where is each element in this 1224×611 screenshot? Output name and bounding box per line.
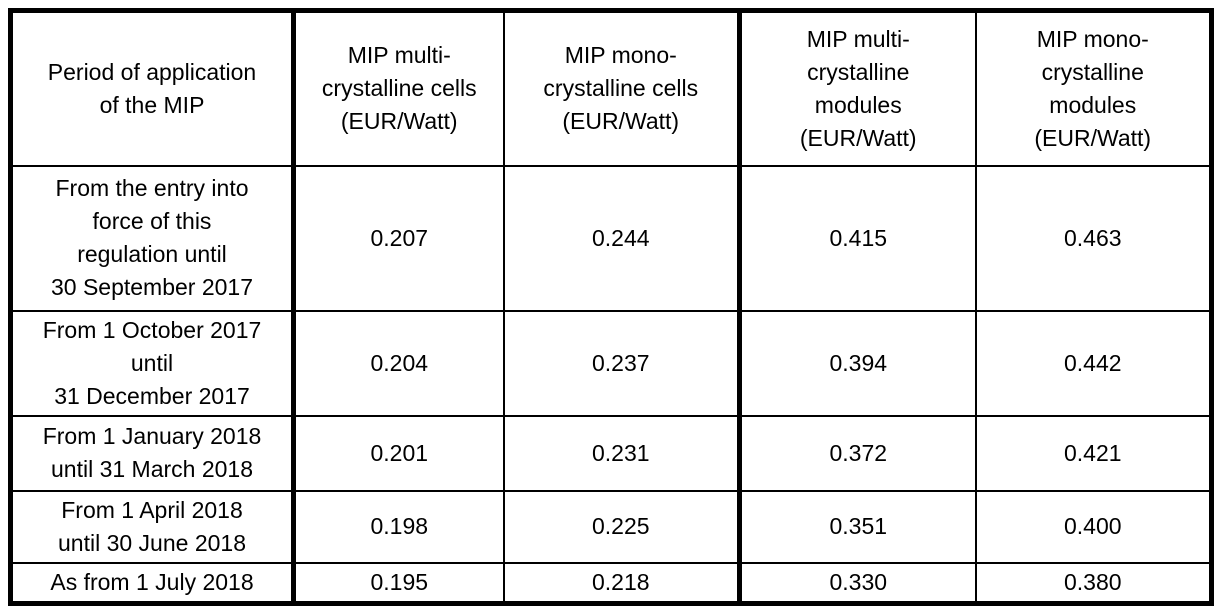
value-cell: 0.237 xyxy=(502,309,742,417)
value-cell: 0.372 xyxy=(738,414,977,492)
table-row: From 1 October 2017 until 31 December 20… xyxy=(9,309,1213,417)
period-cell: From 1 January 2018 until 31 March 2018 xyxy=(9,414,296,492)
value-cell: 0.204 xyxy=(292,309,505,417)
table-row: From the entry into force of this regula… xyxy=(9,164,1213,312)
column-header-mono-modules: MIP mono- crystalline modules (EUR/Watt) xyxy=(974,9,1213,167)
value-cell: 0.225 xyxy=(502,489,742,564)
table-row: As from 1 July 2018 0.195 0.218 0.330 0.… xyxy=(9,561,1213,605)
value-cell: 0.415 xyxy=(738,164,977,312)
value-cell: 0.351 xyxy=(738,489,977,564)
value-cell: 0.394 xyxy=(738,309,977,417)
value-cell: 0.198 xyxy=(292,489,505,564)
value-cell: 0.421 xyxy=(974,414,1213,492)
value-cell: 0.244 xyxy=(502,164,742,312)
value-cell: 0.463 xyxy=(974,164,1213,312)
table-row: From 1 January 2018 until 31 March 2018 … xyxy=(9,414,1213,492)
value-cell: 0.195 xyxy=(292,561,505,605)
value-cell: 0.201 xyxy=(292,414,505,492)
period-cell: From 1 April 2018 until 30 June 2018 xyxy=(9,489,296,564)
value-cell: 0.400 xyxy=(974,489,1213,564)
mip-price-table: Period of application of the MIP MIP mul… xyxy=(8,8,1214,606)
value-cell: 0.330 xyxy=(738,561,977,605)
period-cell: As from 1 July 2018 xyxy=(9,561,296,605)
period-cell: From 1 October 2017 until 31 December 20… xyxy=(9,309,296,417)
value-cell: 0.442 xyxy=(974,309,1213,417)
column-header-multi-modules: MIP multi- crystalline modules (EUR/Watt… xyxy=(738,9,977,167)
value-cell: 0.380 xyxy=(974,561,1213,605)
value-cell: 0.218 xyxy=(502,561,742,605)
table-row: From 1 April 2018 until 30 June 2018 0.1… xyxy=(9,489,1213,564)
column-header-period: Period of application of the MIP xyxy=(9,9,296,167)
value-cell: 0.207 xyxy=(292,164,505,312)
period-cell: From the entry into force of this regula… xyxy=(9,164,296,312)
header-row: Period of application of the MIP MIP mul… xyxy=(9,9,1213,167)
value-cell: 0.231 xyxy=(502,414,742,492)
column-header-mono-cells: MIP mono- crystalline cells (EUR/Watt) xyxy=(502,9,742,167)
column-header-multi-cells: MIP multi- crystalline cells (EUR/Watt) xyxy=(292,9,505,167)
